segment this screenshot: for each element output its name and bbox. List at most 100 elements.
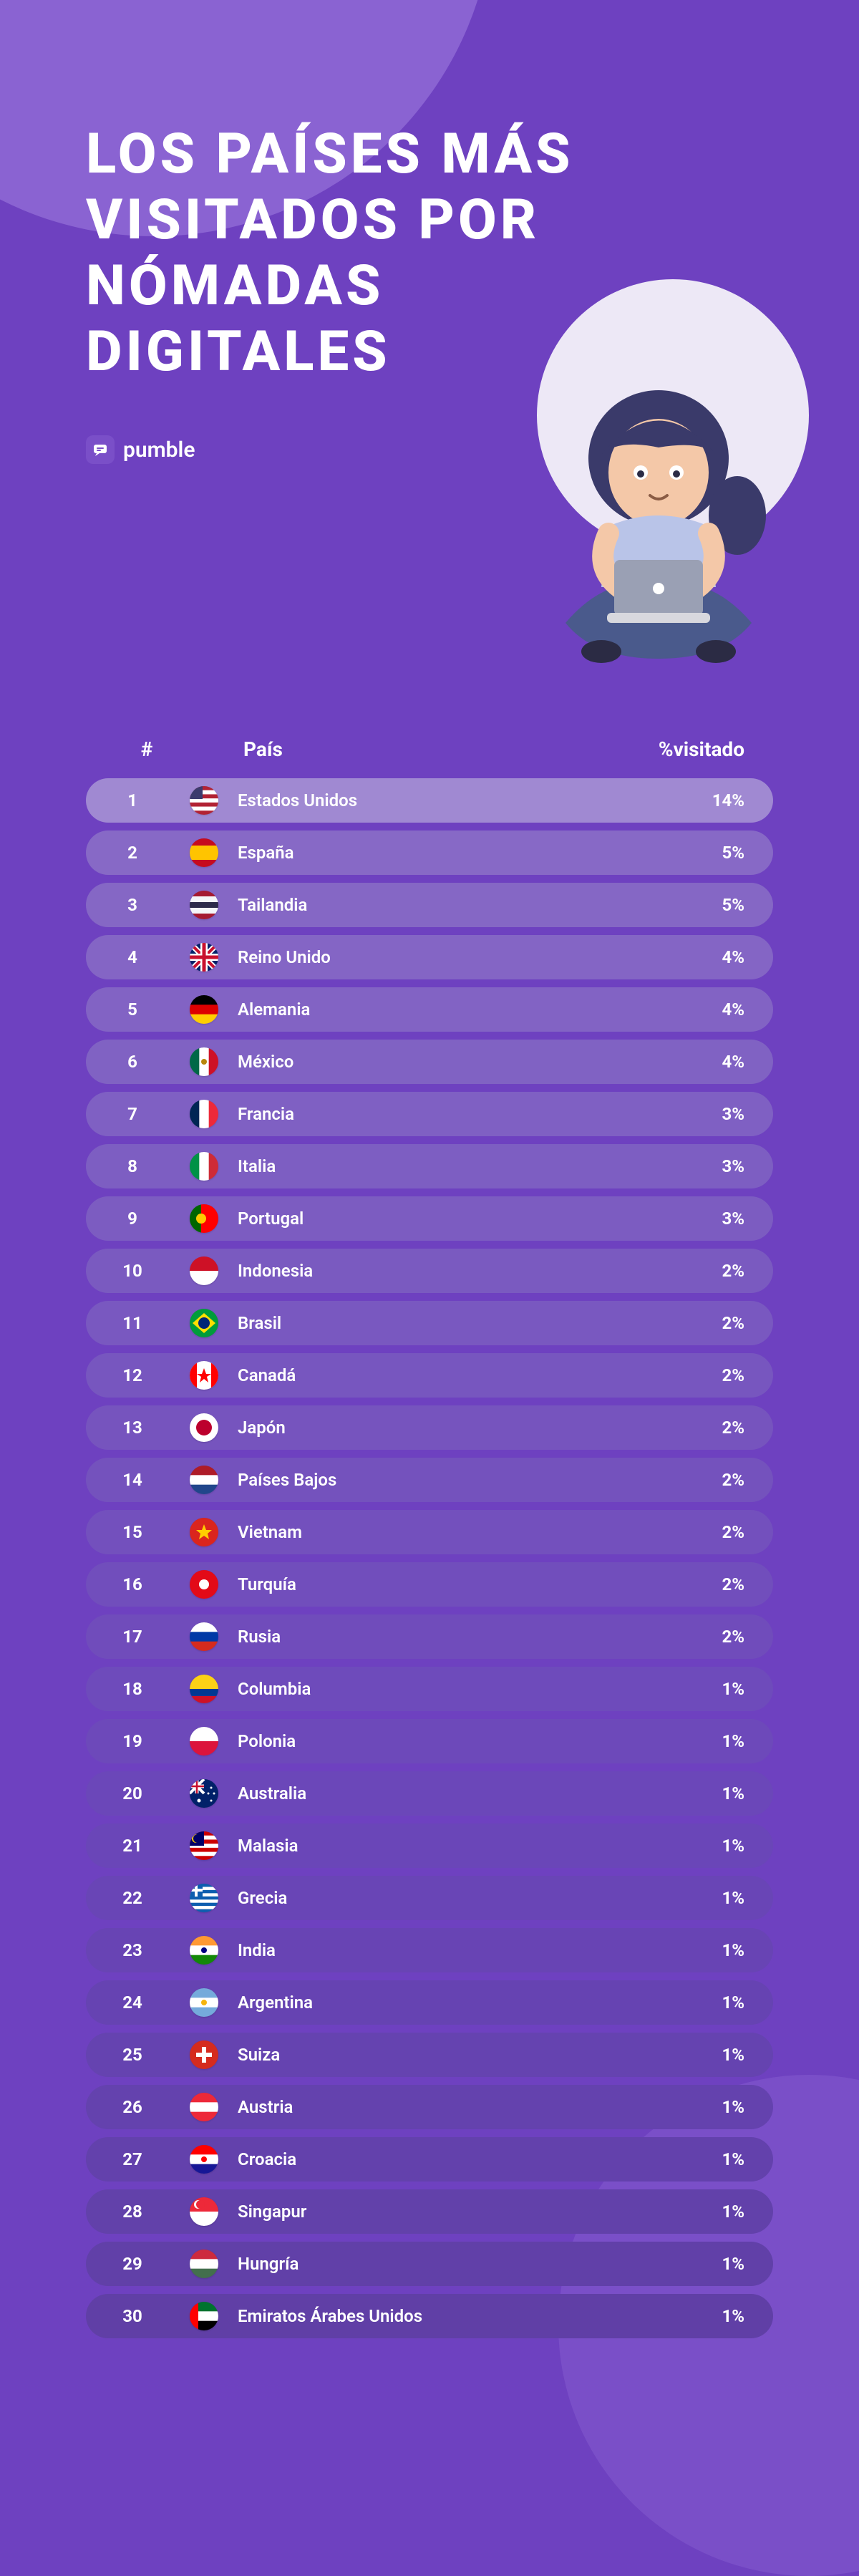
- table-row: 20 Australia 1%: [86, 1771, 773, 1816]
- cell-rank: 27: [86, 2149, 179, 2169]
- flag-icon: [179, 2145, 229, 2174]
- cell-country: Indonesia: [229, 1261, 587, 1281]
- cell-rank: 11: [86, 1313, 179, 1333]
- cell-rank: 16: [86, 1574, 179, 1594]
- flag-icon: [179, 943, 229, 972]
- cell-rank: 9: [86, 1209, 179, 1229]
- cell-visited: 5%: [587, 843, 744, 863]
- table-row: 18 Columbia 1%: [86, 1667, 773, 1711]
- flag-icon: [179, 1466, 229, 1494]
- cell-visited: 1%: [587, 1836, 744, 1856]
- flag-icon: [179, 1936, 229, 1965]
- cell-country: Argentina: [229, 1992, 587, 2013]
- flag-icon: [179, 1622, 229, 1651]
- cell-country: Suiza: [229, 2045, 587, 2065]
- flag-icon: [179, 1047, 229, 1076]
- cell-visited: 2%: [587, 1627, 744, 1647]
- cell-country: Polonia: [229, 1731, 587, 1751]
- cell-visited: 1%: [587, 1679, 744, 1699]
- cell-rank: 24: [86, 1992, 179, 2013]
- flag-icon: [179, 1570, 229, 1599]
- table-row: 10 Indonesia 2%: [86, 1249, 773, 1293]
- cell-rank: 8: [86, 1156, 179, 1176]
- table-row: 1 Estados Unidos 14%: [86, 778, 773, 823]
- flag-icon: [179, 891, 229, 919]
- cell-rank: 7: [86, 1104, 179, 1124]
- flag-icon: [179, 1831, 229, 1860]
- table-row: 15 Vietnam 2%: [86, 1510, 773, 1554]
- cell-visited: 4%: [587, 999, 744, 1020]
- cell-country: Alemania: [229, 999, 587, 1020]
- flag-icon: [179, 1100, 229, 1128]
- cell-country: España: [229, 843, 587, 863]
- flag-icon: [179, 1413, 229, 1442]
- cell-visited: 3%: [587, 1209, 744, 1229]
- table-row: 12 Canadá 2%: [86, 1353, 773, 1398]
- cell-visited: 14%: [587, 790, 744, 810]
- cell-rank: 2: [86, 843, 179, 863]
- table-row: 28 Singapur 1%: [86, 2189, 773, 2234]
- cell-country: Reino Unido: [229, 947, 587, 967]
- cell-rank: 28: [86, 2202, 179, 2222]
- cell-visited: 1%: [587, 2149, 744, 2169]
- table-row: 17 Rusia 2%: [86, 1614, 773, 1659]
- table-row: 14 Países Bajos 2%: [86, 1458, 773, 1502]
- flag-icon: [179, 838, 229, 867]
- cell-rank: 30: [86, 2306, 179, 2326]
- table-row: 16 Turquía 2%: [86, 1562, 773, 1607]
- table-header: # País %visitado: [86, 730, 773, 778]
- table-row: 4 Reino Unido 4%: [86, 935, 773, 979]
- cell-country: Turquía: [229, 1574, 587, 1594]
- cell-visited: 3%: [587, 1156, 744, 1176]
- flag-icon: [179, 1152, 229, 1181]
- cell-rank: 22: [86, 1888, 179, 1908]
- cell-visited: 1%: [587, 1992, 744, 2013]
- table-row: 13 Japón 2%: [86, 1405, 773, 1450]
- cell-rank: 13: [86, 1418, 179, 1438]
- cell-rank: 5: [86, 999, 179, 1020]
- flag-icon: [179, 2040, 229, 2069]
- flag-icon: [179, 2197, 229, 2226]
- flag-icon: [179, 1779, 229, 1808]
- cell-country: Portugal: [229, 1209, 587, 1229]
- cell-rank: 25: [86, 2045, 179, 2065]
- cell-country: Hungría: [229, 2254, 587, 2274]
- cell-visited: 1%: [587, 2202, 744, 2222]
- flag-icon: [179, 995, 229, 1024]
- cell-visited: 1%: [587, 2045, 744, 2065]
- table-row: 24 Argentina 1%: [86, 1980, 773, 2025]
- col-rank: #: [100, 737, 193, 761]
- cell-country: Vietnam: [229, 1522, 587, 1542]
- hero-illustration: [508, 279, 809, 680]
- cell-visited: 2%: [587, 1418, 744, 1438]
- table-row: 7 Francia 3%: [86, 1092, 773, 1136]
- cell-rank: 1: [86, 790, 179, 810]
- cell-rank: 10: [86, 1261, 179, 1281]
- cell-country: Austria: [229, 2097, 587, 2117]
- cell-country: Estados Unidos: [229, 790, 587, 810]
- cell-country: Emiratos Árabes Unidos: [229, 2306, 587, 2326]
- cell-rank: 26: [86, 2097, 179, 2117]
- table-row: 3 Tailandia 5%: [86, 883, 773, 927]
- table-row: 27 Croacia 1%: [86, 2137, 773, 2182]
- table-row: 25 Suiza 1%: [86, 2033, 773, 2077]
- cell-visited: 1%: [587, 1783, 744, 1803]
- flag-icon: [179, 2093, 229, 2121]
- table-row: 19 Polonia 1%: [86, 1719, 773, 1763]
- flag-icon: [179, 2250, 229, 2278]
- cell-rank: 6: [86, 1052, 179, 1072]
- cell-visited: 2%: [587, 1470, 744, 1490]
- cell-visited: 1%: [587, 1888, 744, 1908]
- cell-country: Croacia: [229, 2149, 587, 2169]
- cell-rank: 23: [86, 1940, 179, 1960]
- table-row: 5 Alemania 4%: [86, 987, 773, 1032]
- cell-visited: 2%: [587, 1365, 744, 1385]
- table-row: 30 Emiratos Árabes Unidos 1%: [86, 2294, 773, 2338]
- table-row: 8 Italia 3%: [86, 1144, 773, 1188]
- cell-rank: 17: [86, 1627, 179, 1647]
- cell-visited: 4%: [587, 947, 744, 967]
- cell-visited: 3%: [587, 1104, 744, 1124]
- brand-name: pumble: [123, 437, 195, 463]
- cell-country: Grecia: [229, 1888, 587, 1908]
- cell-country: Japón: [229, 1418, 587, 1438]
